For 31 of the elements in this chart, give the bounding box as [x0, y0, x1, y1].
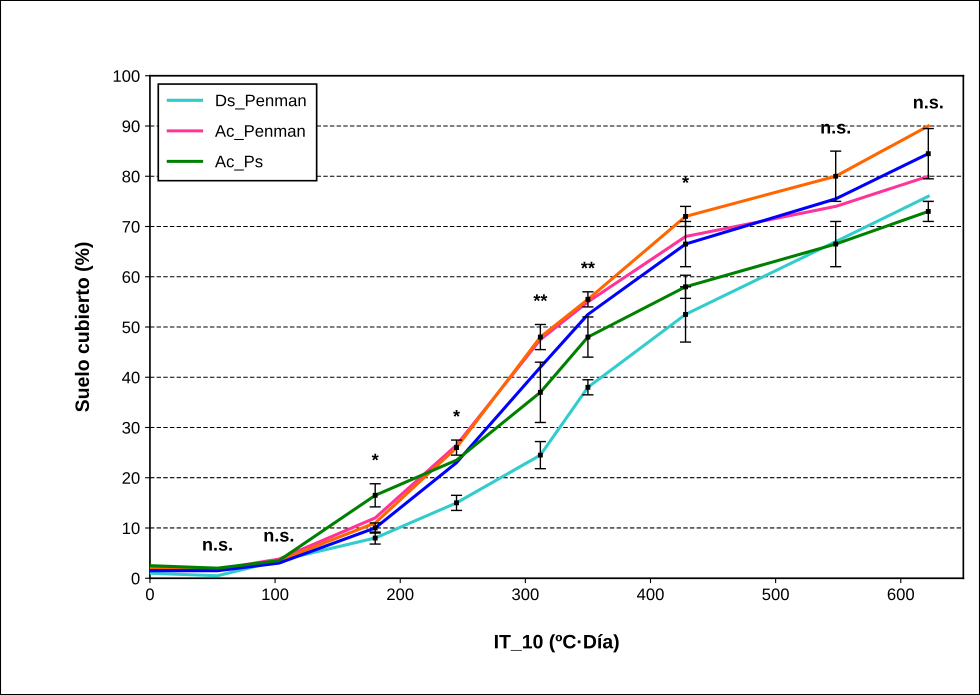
annotation: n.s.: [264, 532, 294, 542]
y-tick-label: 30: [122, 422, 140, 434]
annotation: **: [533, 294, 548, 302]
x-tick-label: 500: [762, 588, 789, 600]
x-tick-label: 200: [387, 588, 414, 600]
y-tick-label: 90: [122, 120, 140, 132]
x-axis-title: IT_10 (ºC·Día): [494, 634, 619, 652]
y-tick-label: 70: [122, 220, 140, 233]
legend-label: Ac_Ps: [214, 156, 263, 171]
annotation: *: [453, 410, 460, 417]
annotation: n.s.: [203, 540, 232, 551]
x-tick-label: 300: [512, 588, 539, 600]
x-tick-label: 0: [146, 588, 154, 600]
y-tick-label: 40: [122, 372, 140, 384]
annotation: *: [372, 454, 379, 460]
y-tick-label: 50: [122, 321, 140, 334]
y-tick-label: 20: [122, 472, 140, 484]
legend-label: Ds_Penman: [216, 94, 306, 110]
x-tick-label: 600: [888, 588, 914, 600]
y-tick-label: 100: [114, 70, 140, 82]
y-tick-label: 80: [122, 170, 140, 182]
annotation: **: [580, 262, 595, 268]
y-tick-label: 60: [122, 271, 140, 283]
y-tick-label: 0: [132, 572, 140, 584]
annotation: *: [682, 176, 690, 184]
legend-label: Ac_Penman: [214, 125, 305, 140]
x-tick-label: 100: [262, 588, 288, 600]
x-tick-label: 400: [636, 588, 664, 600]
y-tick-label: 10: [122, 522, 140, 534]
annotation: n.s.: [914, 98, 943, 109]
y-axis-title: Suelo cubierto (%): [74, 242, 93, 412]
